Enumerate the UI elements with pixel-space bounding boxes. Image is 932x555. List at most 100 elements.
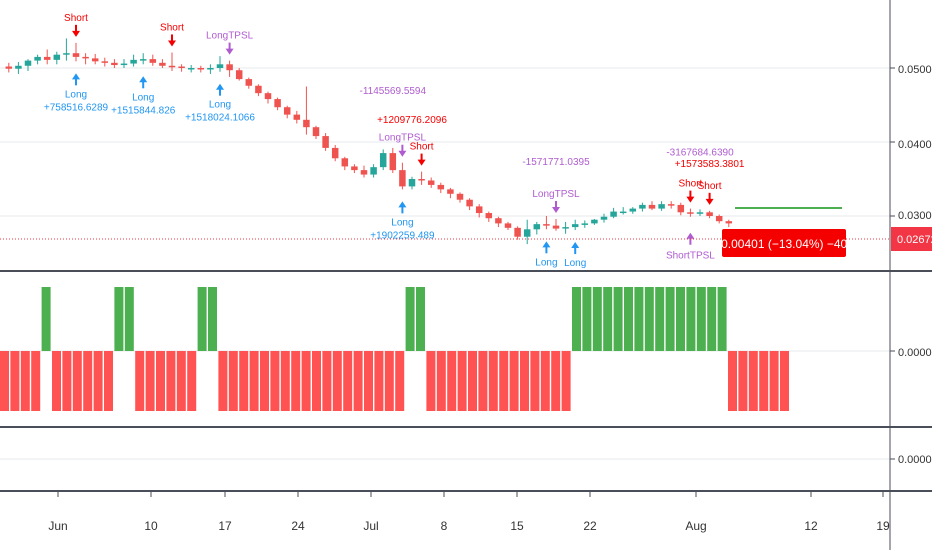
- short-marker-label: Short: [160, 22, 184, 33]
- tpsl-marker-label: LongTPSL: [206, 31, 254, 42]
- osc-bar-down: [478, 351, 488, 411]
- osc-bar-up: [405, 287, 415, 351]
- marker-arrow-head: [168, 40, 176, 47]
- osc-bar-down: [52, 351, 61, 411]
- candle-body: [34, 56, 41, 61]
- candle-body: [216, 64, 224, 68]
- osc-bar-up: [624, 287, 633, 351]
- osc-bar-up: [592, 287, 602, 351]
- osc-bar-up: [124, 287, 134, 351]
- candle-body: [303, 119, 310, 128]
- osc-bar-down: [468, 351, 477, 411]
- osc-bar-down: [447, 351, 457, 411]
- osc-bar-down: [343, 351, 353, 411]
- osc-bar-down: [426, 351, 436, 411]
- osc-bar-down: [228, 351, 238, 411]
- osc-bar-down: [530, 351, 540, 411]
- osc-bar-down: [249, 351, 259, 411]
- candle-body: [427, 180, 435, 185]
- candle-body: [552, 225, 560, 229]
- candle-body: [226, 64, 233, 71]
- long-marker-label: Long: [132, 92, 154, 103]
- osc-bar-down: [457, 351, 467, 411]
- osc-bar-up: [717, 287, 727, 351]
- candle-body: [629, 208, 637, 212]
- osc-bar-down: [488, 351, 498, 411]
- candle-body: [24, 60, 32, 66]
- osc-bar-down: [509, 351, 519, 411]
- osc-bar-down: [364, 351, 373, 411]
- osc-bar-down: [0, 351, 9, 411]
- short-marker-label: Short: [698, 181, 722, 192]
- marker-arrow-head: [705, 198, 714, 205]
- osc-bar-down: [561, 351, 571, 411]
- candle-body: [82, 56, 89, 59]
- candle-body: [264, 93, 272, 100]
- x-axis-label: Jul: [363, 519, 378, 533]
- tpsl-marker-label: ShortTPSL: [666, 251, 715, 262]
- position-label: −0.00401 (−13.04%) −401: [714, 237, 854, 251]
- osc-bar-down: [759, 351, 769, 411]
- osc-bar-up: [208, 287, 217, 351]
- x-axis-label: 19: [876, 519, 890, 533]
- osc-bar-down: [93, 351, 103, 411]
- candle-body: [130, 59, 137, 64]
- candle-body: [370, 167, 377, 175]
- osc-bar-up: [707, 287, 717, 351]
- candle-body: [72, 53, 80, 57]
- x-axis-label: 24: [291, 519, 305, 533]
- osc-bar-down: [72, 351, 82, 411]
- candle-body: [706, 212, 713, 216]
- osc-bar-down: [176, 351, 186, 411]
- tpsl-marker-label: LongTPSL: [379, 133, 427, 144]
- candle-body: [456, 193, 464, 200]
- candle-body: [389, 153, 397, 171]
- candle-body: [139, 59, 147, 61]
- candle-body: [619, 211, 627, 214]
- candle-body: [53, 54, 61, 60]
- osc-bar-down: [551, 351, 561, 411]
- osc-bar-down: [10, 351, 20, 411]
- candle-body: [312, 127, 320, 137]
- current-price-value: 0.02672: [897, 234, 932, 246]
- osc-bar-up: [416, 287, 425, 351]
- candle-body: [293, 114, 301, 120]
- candle-body: [379, 153, 387, 168]
- short-marker-label: Short: [678, 179, 702, 190]
- candle-body: [120, 63, 128, 66]
- osc-bar-down: [332, 351, 342, 411]
- position-label-box[interactable]: [722, 229, 846, 257]
- osc-bar-up: [613, 287, 623, 351]
- current-price-tag: [891, 227, 932, 251]
- candle-body: [91, 58, 99, 62]
- osc-bar-down: [436, 351, 446, 411]
- candle-body: [43, 56, 51, 60]
- x-axis-label: Aug: [685, 519, 706, 533]
- candle-body: [562, 227, 569, 229]
- candle-body: [687, 212, 694, 214]
- candle-body: [658, 204, 665, 209]
- osc-bar-up: [634, 287, 644, 351]
- osc-bar-down: [239, 351, 249, 411]
- osc-bar-down: [166, 351, 176, 411]
- pnl-label: -3167684.6390: [666, 147, 734, 158]
- candle-body: [15, 65, 22, 69]
- candle-body: [408, 179, 416, 187]
- osc-bar-down: [104, 351, 113, 411]
- osc-bar-down: [135, 351, 145, 411]
- pnl-label: -1145569.5594: [360, 86, 427, 97]
- x-axis-label: 15: [510, 519, 524, 533]
- candle-body: [725, 221, 733, 224]
- marker-arrow-head: [398, 201, 407, 208]
- marker-arrow-head: [216, 83, 224, 90]
- candle-body: [351, 166, 358, 171]
- osc-bar-down: [31, 351, 41, 411]
- candle-body: [235, 70, 243, 80]
- candle-body: [101, 61, 109, 63]
- candle-body: [677, 204, 685, 213]
- osc-bar-up: [197, 287, 207, 351]
- osc-bar-down: [499, 351, 509, 411]
